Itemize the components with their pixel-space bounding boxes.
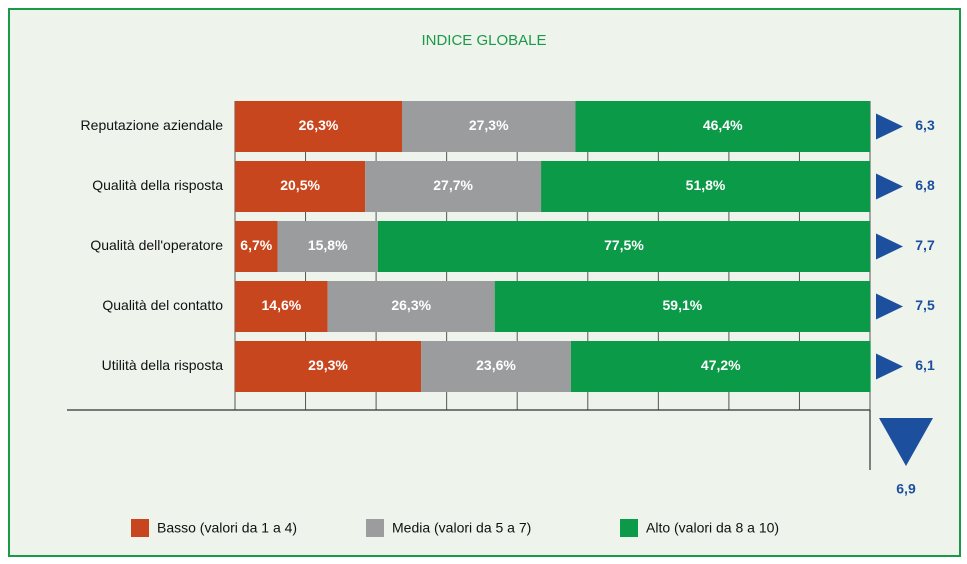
data-label: 27,3% xyxy=(469,117,509,133)
legend-swatch xyxy=(366,519,384,537)
data-label: 27,7% xyxy=(433,177,473,193)
bar-segment xyxy=(235,341,422,392)
data-label: 23,6% xyxy=(476,357,516,373)
data-label: 77,5% xyxy=(604,237,644,253)
data-label: 26,3% xyxy=(391,297,431,313)
data-label: 26,3% xyxy=(299,117,339,133)
bar-segment xyxy=(327,281,495,332)
bar-segment xyxy=(541,161,870,212)
index-label: 6,3 xyxy=(915,117,935,133)
chart-title: INDICE GLOBALE xyxy=(421,32,546,49)
index-label: 6,1 xyxy=(915,357,935,373)
y-tick-label: Qualità del contatto xyxy=(102,297,223,313)
index-label: 6,8 xyxy=(915,177,935,193)
bar-segment xyxy=(570,341,871,392)
data-label: 59,1% xyxy=(663,297,703,313)
data-label: 29,3% xyxy=(308,357,348,373)
legend-label: Media (valori da 5 a 7) xyxy=(392,520,531,536)
y-tick-label: Utilità della risposta xyxy=(102,357,224,373)
y-tick-label: Reputazione aziendale xyxy=(81,117,224,133)
data-label: 14,6% xyxy=(262,297,302,313)
y-tick-label: Qualità della risposta xyxy=(92,177,223,193)
data-label: 6,7% xyxy=(240,237,272,253)
legend-label: Basso (valori da 1 a 4) xyxy=(157,520,297,536)
bar-segment xyxy=(494,281,870,332)
bar-segment xyxy=(575,101,870,152)
bar-segment xyxy=(421,341,571,392)
legend-label: Alto (valori da 8 a 10) xyxy=(646,520,779,536)
bar-segment xyxy=(402,101,576,152)
data-label: 15,8% xyxy=(308,237,348,253)
data-label: 20,5% xyxy=(280,177,320,193)
overall-label: 6,9 xyxy=(896,481,916,497)
index-label: 7,5 xyxy=(915,297,935,313)
index-marker xyxy=(876,113,903,140)
overall-marker xyxy=(879,418,933,466)
bar-segment xyxy=(365,161,542,212)
legend-swatch xyxy=(131,519,149,537)
bar-segment xyxy=(235,221,278,272)
index-marker xyxy=(876,293,903,320)
y-tick-label: Qualità dell'operatore xyxy=(90,237,223,253)
index-marker xyxy=(876,233,903,260)
bar-segment xyxy=(235,161,366,212)
bar-segment xyxy=(235,101,403,152)
data-label: 47,2% xyxy=(701,357,741,373)
bar-segment xyxy=(235,281,328,332)
data-label: 46,4% xyxy=(703,117,743,133)
bar-segment xyxy=(277,221,378,272)
data-label: 51,8% xyxy=(686,177,726,193)
index-marker xyxy=(876,353,903,380)
index-label: 7,7 xyxy=(915,237,935,253)
legend-swatch xyxy=(620,519,638,537)
bar-segment xyxy=(377,221,870,272)
index-marker xyxy=(876,173,903,200)
